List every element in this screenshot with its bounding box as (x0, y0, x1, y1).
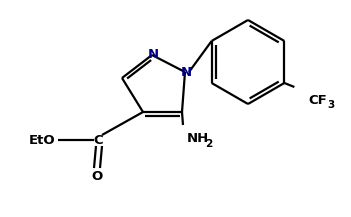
Text: 2: 2 (205, 139, 212, 149)
Text: N: N (180, 66, 192, 79)
Text: C: C (93, 133, 103, 146)
Text: N: N (147, 49, 159, 61)
Text: EtO: EtO (29, 133, 55, 146)
Text: CF: CF (308, 94, 327, 107)
Text: 3: 3 (327, 100, 334, 110)
Text: NH: NH (187, 132, 209, 145)
Text: O: O (91, 171, 102, 184)
